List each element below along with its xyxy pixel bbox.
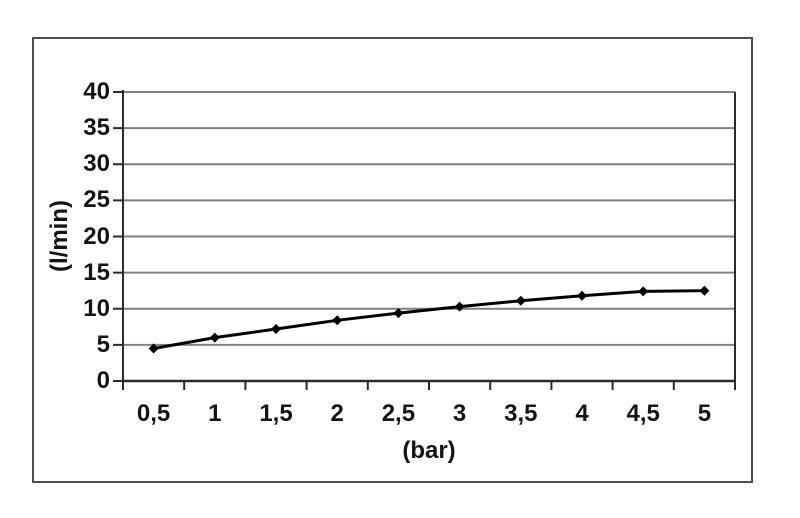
y-tick-label: 35 — [83, 114, 110, 142]
y-axis-title: (l/min) — [46, 200, 73, 272]
y-tick-label: 0 — [96, 367, 110, 394]
x-tick-label: 1,5 — [259, 400, 293, 427]
x-tick-label: 2 — [330, 400, 344, 427]
data-point-marker — [148, 343, 159, 354]
x-tick-label: 4 — [575, 400, 589, 427]
x-axis-title: (bar) — [402, 437, 456, 464]
data-point-marker — [332, 315, 343, 326]
data-point-marker — [271, 323, 281, 334]
series-line — [153, 289, 705, 350]
y-tick-label: 25 — [83, 186, 110, 214]
x-tick-label: 2,5 — [381, 400, 416, 427]
y-tick-label: 20 — [83, 222, 110, 250]
y-tick-label: 40 — [83, 78, 110, 105]
x-tick-label: 3 — [452, 400, 467, 427]
x-tick-label: 1 — [208, 400, 222, 427]
data-point-marker — [454, 301, 465, 312]
x-tick-label: 4,5 — [626, 400, 660, 427]
y-tick-label: 5 — [96, 330, 110, 358]
y-tick-label: 15 — [83, 258, 110, 286]
x-tick-label: 0,5 — [136, 400, 171, 427]
data-point-marker — [515, 295, 526, 306]
data-point-marker — [209, 332, 220, 343]
y-tick-label: 30 — [83, 150, 110, 178]
y-tick-label: 10 — [83, 294, 110, 322]
figure-border — [32, 37, 753, 483]
data-point-marker — [577, 290, 587, 301]
data-point-marker — [699, 285, 710, 296]
data-point-marker — [393, 308, 404, 319]
x-tick-label: 5 — [697, 400, 712, 427]
x-tick-label: 3,5 — [504, 400, 538, 427]
data-point-marker — [638, 286, 649, 297]
